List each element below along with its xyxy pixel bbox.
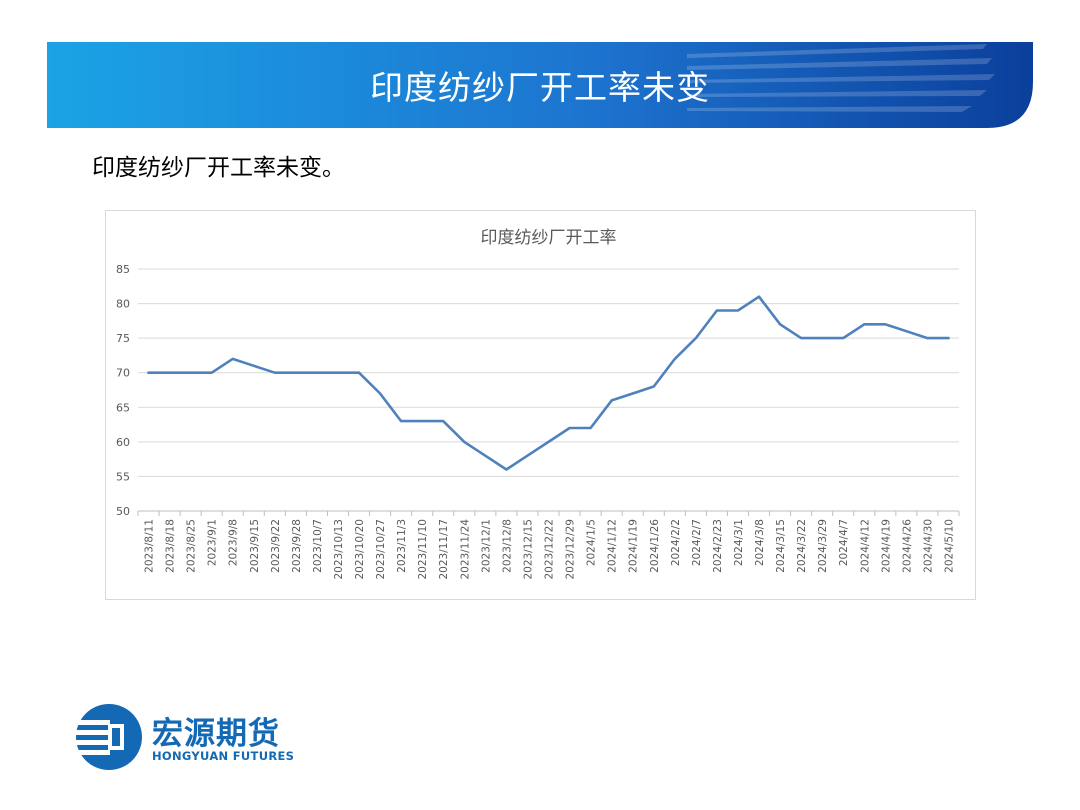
x-tick-label: 2024/5/10 [943, 519, 955, 573]
y-tick-label: 85 [116, 263, 130, 276]
x-tick-label: 2023/12/15 [522, 519, 534, 580]
chart-container: 印度纺纱厂开工率 50 55 60 65 70 75 80 85 2023/8/11 2023/8/… [105, 210, 976, 600]
chart-title: 印度纺纱厂开工率 [481, 228, 617, 248]
x-tick-label: 2023/8/18 [165, 519, 177, 573]
y-tick-label: 75 [116, 332, 130, 345]
x-tick-label: 2024/2/23 [712, 519, 724, 573]
x-tick-label: 2023/12/8 [501, 519, 513, 573]
y-tick-label: 55 [116, 470, 130, 483]
x-tick-label: 2024/4/30 [922, 519, 934, 573]
x-tick-label: 2023/12/29 [565, 519, 577, 580]
x-tick-label: 2024/4/26 [901, 519, 913, 573]
x-tick-label: 2024/3/1 [733, 519, 745, 566]
header-banner: 印度纺纱厂开工率未变 [47, 42, 1033, 128]
x-tick-label: 2024/4/19 [880, 519, 892, 573]
y-tick-label: 50 [116, 505, 130, 518]
x-tick-label: 2023/9/22 [270, 519, 282, 573]
banner-background [47, 42, 1033, 128]
x-tick-label: 2023/12/1 [480, 519, 492, 573]
y-tick-label: 65 [116, 401, 130, 414]
x-tick-label: 2024/4/12 [859, 519, 871, 573]
x-tick-label: 2024/1/19 [628, 519, 640, 573]
x-tick-label: 2023/8/11 [144, 519, 156, 573]
x-tick-label: 2023/10/20 [354, 519, 366, 580]
page-subtitle: 印度纺纱厂开工率未变。 [92, 155, 345, 181]
x-tick-label: 2023/9/8 [228, 519, 240, 566]
x-tick-label: 2024/4/7 [838, 519, 850, 566]
page-title: 印度纺纱厂开工率未变 [370, 68, 710, 107]
x-tick-label: 2023/11/3 [396, 519, 408, 573]
x-tick-label: 2023/8/25 [186, 519, 198, 573]
hongyuan-logo-icon [74, 704, 142, 770]
x-tick-label: 2023/10/7 [312, 519, 324, 573]
line-chart: 印度纺纱厂开工率 50 55 60 65 70 75 80 85 2023/8/11 2023/8/… [116, 228, 960, 580]
x-tick-label: 2024/2/2 [670, 519, 682, 566]
logo-name-cn: 宏源期货 [152, 716, 280, 752]
x-tick-label: 2024/3/22 [796, 519, 808, 573]
y-tick-label: 80 [116, 298, 130, 311]
x-tick-label: 2023/10/27 [375, 519, 387, 580]
x-tick-label: 2024/2/7 [691, 519, 703, 566]
x-tick-label: 2024/3/8 [754, 519, 766, 566]
y-tick-label: 60 [116, 436, 130, 449]
y-tick-label: 70 [116, 367, 130, 380]
x-tick-label: 2023/9/28 [291, 519, 303, 573]
x-tick-label: 2023/9/15 [249, 519, 261, 573]
x-tick-label: 2024/3/29 [817, 519, 829, 573]
x-tick-label: 2023/9/1 [207, 519, 219, 566]
x-tick-label: 2023/11/10 [417, 519, 429, 580]
x-tick-label: 2024/1/26 [649, 519, 661, 573]
x-tick-label: 2023/11/17 [438, 519, 450, 580]
company-logo: 宏源期货 HONGYUAN FUTURES [74, 702, 314, 772]
x-tick-label: 2024/1/12 [607, 519, 619, 573]
x-tick-label: 2023/12/22 [544, 519, 556, 580]
x-tick-label: 2023/10/13 [333, 519, 345, 580]
logo-name-en: HONGYUAN FUTURES [152, 749, 295, 763]
x-tick-label: 2023/11/24 [459, 519, 471, 580]
x-tick-label: 2024/3/15 [775, 519, 787, 573]
series-line [147, 295, 950, 471]
x-tick-label: 2024/1/5 [586, 519, 598, 566]
